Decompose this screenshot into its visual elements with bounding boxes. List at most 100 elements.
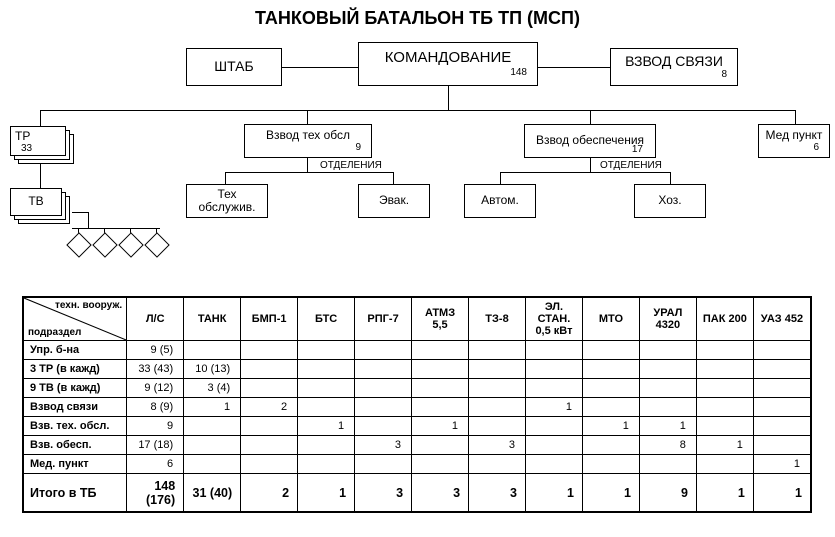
- label-avtom: Автом.: [469, 194, 531, 207]
- page-title: ТАНКОВЫЙ БАТАЛЬОН ТБ ТП (МСП): [0, 0, 835, 29]
- cell: [355, 341, 412, 360]
- table-col-header: Л/С: [127, 298, 184, 341]
- cell: 1: [298, 417, 355, 436]
- cell: 17 (18): [127, 436, 184, 455]
- row-header: Мед. пункт: [24, 455, 127, 474]
- cell: [525, 455, 582, 474]
- table-col-header: ТЗ-8: [469, 298, 526, 341]
- cell: [469, 379, 526, 398]
- cell: [241, 436, 298, 455]
- cell: [582, 360, 639, 379]
- cell: [753, 398, 810, 417]
- label-vzvod-tekh: Взвод тех обсл: [249, 129, 367, 142]
- total-cell: 1: [582, 474, 639, 512]
- cell: [184, 417, 241, 436]
- num-vzvod-svyazi: 8: [615, 69, 733, 80]
- cell: 1: [412, 417, 469, 436]
- table-row: 9 ТВ (в кажд)9 (12)3 (4): [24, 379, 811, 398]
- table-header-diag: техн. вооруж. подраздел: [24, 298, 127, 341]
- cell: 3: [469, 436, 526, 455]
- total-cell: 1: [753, 474, 810, 512]
- diamond-icon: [144, 232, 169, 257]
- cell: 33 (43): [127, 360, 184, 379]
- label-tekh-obsl: Тех обслужив.: [191, 188, 263, 214]
- label-evak: Эвак.: [363, 194, 425, 207]
- box-komandovanie: КОМАНДОВАНИЕ 148: [358, 42, 538, 86]
- total-cell: 3: [412, 474, 469, 512]
- table-col-header: УРАЛ 4320: [639, 298, 696, 341]
- table-row: Мед. пункт61: [24, 455, 811, 474]
- num-med: 6: [763, 142, 825, 153]
- cell: [355, 455, 412, 474]
- cell: 2: [241, 398, 298, 417]
- cell: 1: [525, 398, 582, 417]
- num-vzvod-obesp: 17: [632, 144, 649, 155]
- cell: [412, 360, 469, 379]
- cell: [696, 360, 753, 379]
- row-header: Взв. тех. обсл.: [24, 417, 127, 436]
- cell: [241, 341, 298, 360]
- cell: [469, 360, 526, 379]
- cell: 3 (4): [184, 379, 241, 398]
- row-header: 3 ТР (в кажд): [24, 360, 127, 379]
- row-header: Упр. б-на: [24, 341, 127, 360]
- diamond-icon: [118, 232, 143, 257]
- cell: [412, 436, 469, 455]
- table-col-header: РПГ-7: [355, 298, 412, 341]
- num-vzvod-tekh: 9: [249, 142, 367, 153]
- diamond-icon: [66, 232, 91, 257]
- total-cell: 148 (176): [127, 474, 184, 512]
- cell: 1: [696, 436, 753, 455]
- label-shtab: ШТАБ: [191, 59, 277, 74]
- cell: [298, 379, 355, 398]
- cell: [298, 455, 355, 474]
- cell: [184, 436, 241, 455]
- num-tr: 33: [15, 143, 32, 154]
- cell: [355, 360, 412, 379]
- box-tekh-obsl: Тех обслужив.: [186, 184, 268, 218]
- cell: [355, 398, 412, 417]
- cell: [184, 455, 241, 474]
- cell: 8 (9): [127, 398, 184, 417]
- cell: [753, 360, 810, 379]
- label-tv: ТВ: [15, 195, 57, 208]
- cell: [525, 379, 582, 398]
- diag-top: техн. вооруж.: [55, 300, 122, 311]
- table-col-header: УАЗ 452: [753, 298, 810, 341]
- cell: 1: [639, 417, 696, 436]
- table-col-header: АТМЗ 5,5: [412, 298, 469, 341]
- cell: [753, 379, 810, 398]
- cell: [355, 417, 412, 436]
- table-col-header: ТАНК: [184, 298, 241, 341]
- cell: 1: [184, 398, 241, 417]
- cell: [582, 455, 639, 474]
- label-otdeleniya-2: ОТДЕЛЕНИЯ: [600, 160, 662, 171]
- cell: 6: [127, 455, 184, 474]
- cell: [412, 398, 469, 417]
- total-cell: 2: [241, 474, 298, 512]
- cell: [241, 360, 298, 379]
- cell: [184, 341, 241, 360]
- table-row: Взв. обесп.17 (18)3381: [24, 436, 811, 455]
- cell: [582, 379, 639, 398]
- table-col-header: ПАК 200: [696, 298, 753, 341]
- cell: [753, 417, 810, 436]
- row-header: 9 ТВ (в кажд): [24, 379, 127, 398]
- box-tr-stack: ТР 33: [10, 126, 78, 170]
- table-col-header: БМП-1: [241, 298, 298, 341]
- cell: [298, 341, 355, 360]
- cell: 10 (13): [184, 360, 241, 379]
- cell: 8: [639, 436, 696, 455]
- cell: [753, 341, 810, 360]
- row-header: Взв. обесп.: [24, 436, 127, 455]
- cell: [696, 417, 753, 436]
- total-cell: 9: [639, 474, 696, 512]
- box-evak: Эвак.: [358, 184, 430, 218]
- cell: [525, 436, 582, 455]
- table-row: Упр. б-на9 (5): [24, 341, 811, 360]
- box-med: Мед пункт 6: [758, 124, 830, 158]
- cell: [355, 379, 412, 398]
- label-tr: ТР: [15, 130, 30, 143]
- box-vzvod-obesp: Взвод обеспечения 17: [524, 124, 656, 158]
- cell: [298, 398, 355, 417]
